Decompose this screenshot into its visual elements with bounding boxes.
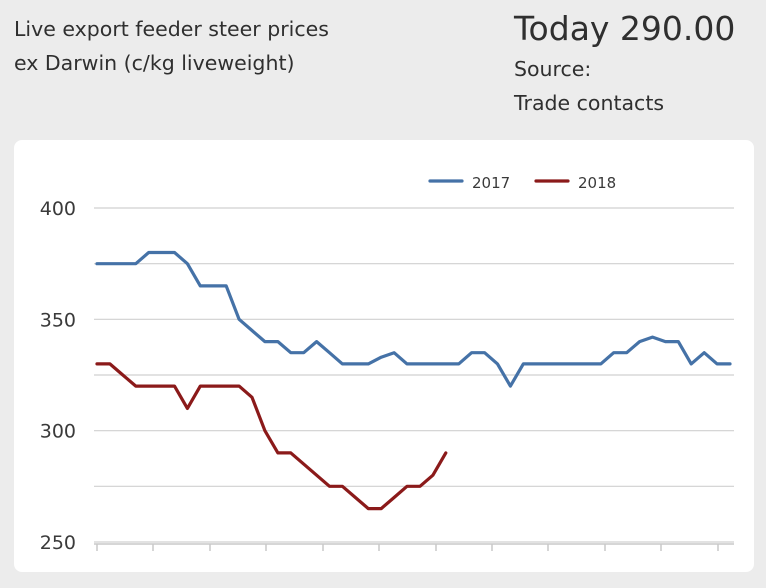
series-line-2017 <box>95 250 732 388</box>
y-tick-label: 250 <box>40 532 76 554</box>
chart-card: 250 300 350 400 2017 2018 <box>14 140 754 572</box>
chart-title: Live export feeder steer prices ex Darwi… <box>14 12 329 80</box>
source-value: Trade contacts <box>514 91 665 115</box>
line-chart: 250 300 350 400 2017 2018 <box>40 174 734 554</box>
chart-title-line2: ex Darwin (c/kg liveweight) <box>14 51 295 75</box>
series-line-2018 <box>95 362 448 511</box>
source-label: Source: <box>514 57 592 81</box>
y-tick-label: 300 <box>40 421 76 443</box>
legend-label-2017: 2017 <box>472 174 510 192</box>
today-panel: Today 290.00 Source: Trade contacts <box>514 6 735 120</box>
today-price: Today 290.00 <box>514 9 736 48</box>
y-tick-label: 350 <box>40 309 76 331</box>
chart-title-line1: Live export feeder steer prices <box>14 17 329 41</box>
legend-label-2018: 2018 <box>578 174 616 192</box>
y-tick-label: 400 <box>40 198 76 220</box>
